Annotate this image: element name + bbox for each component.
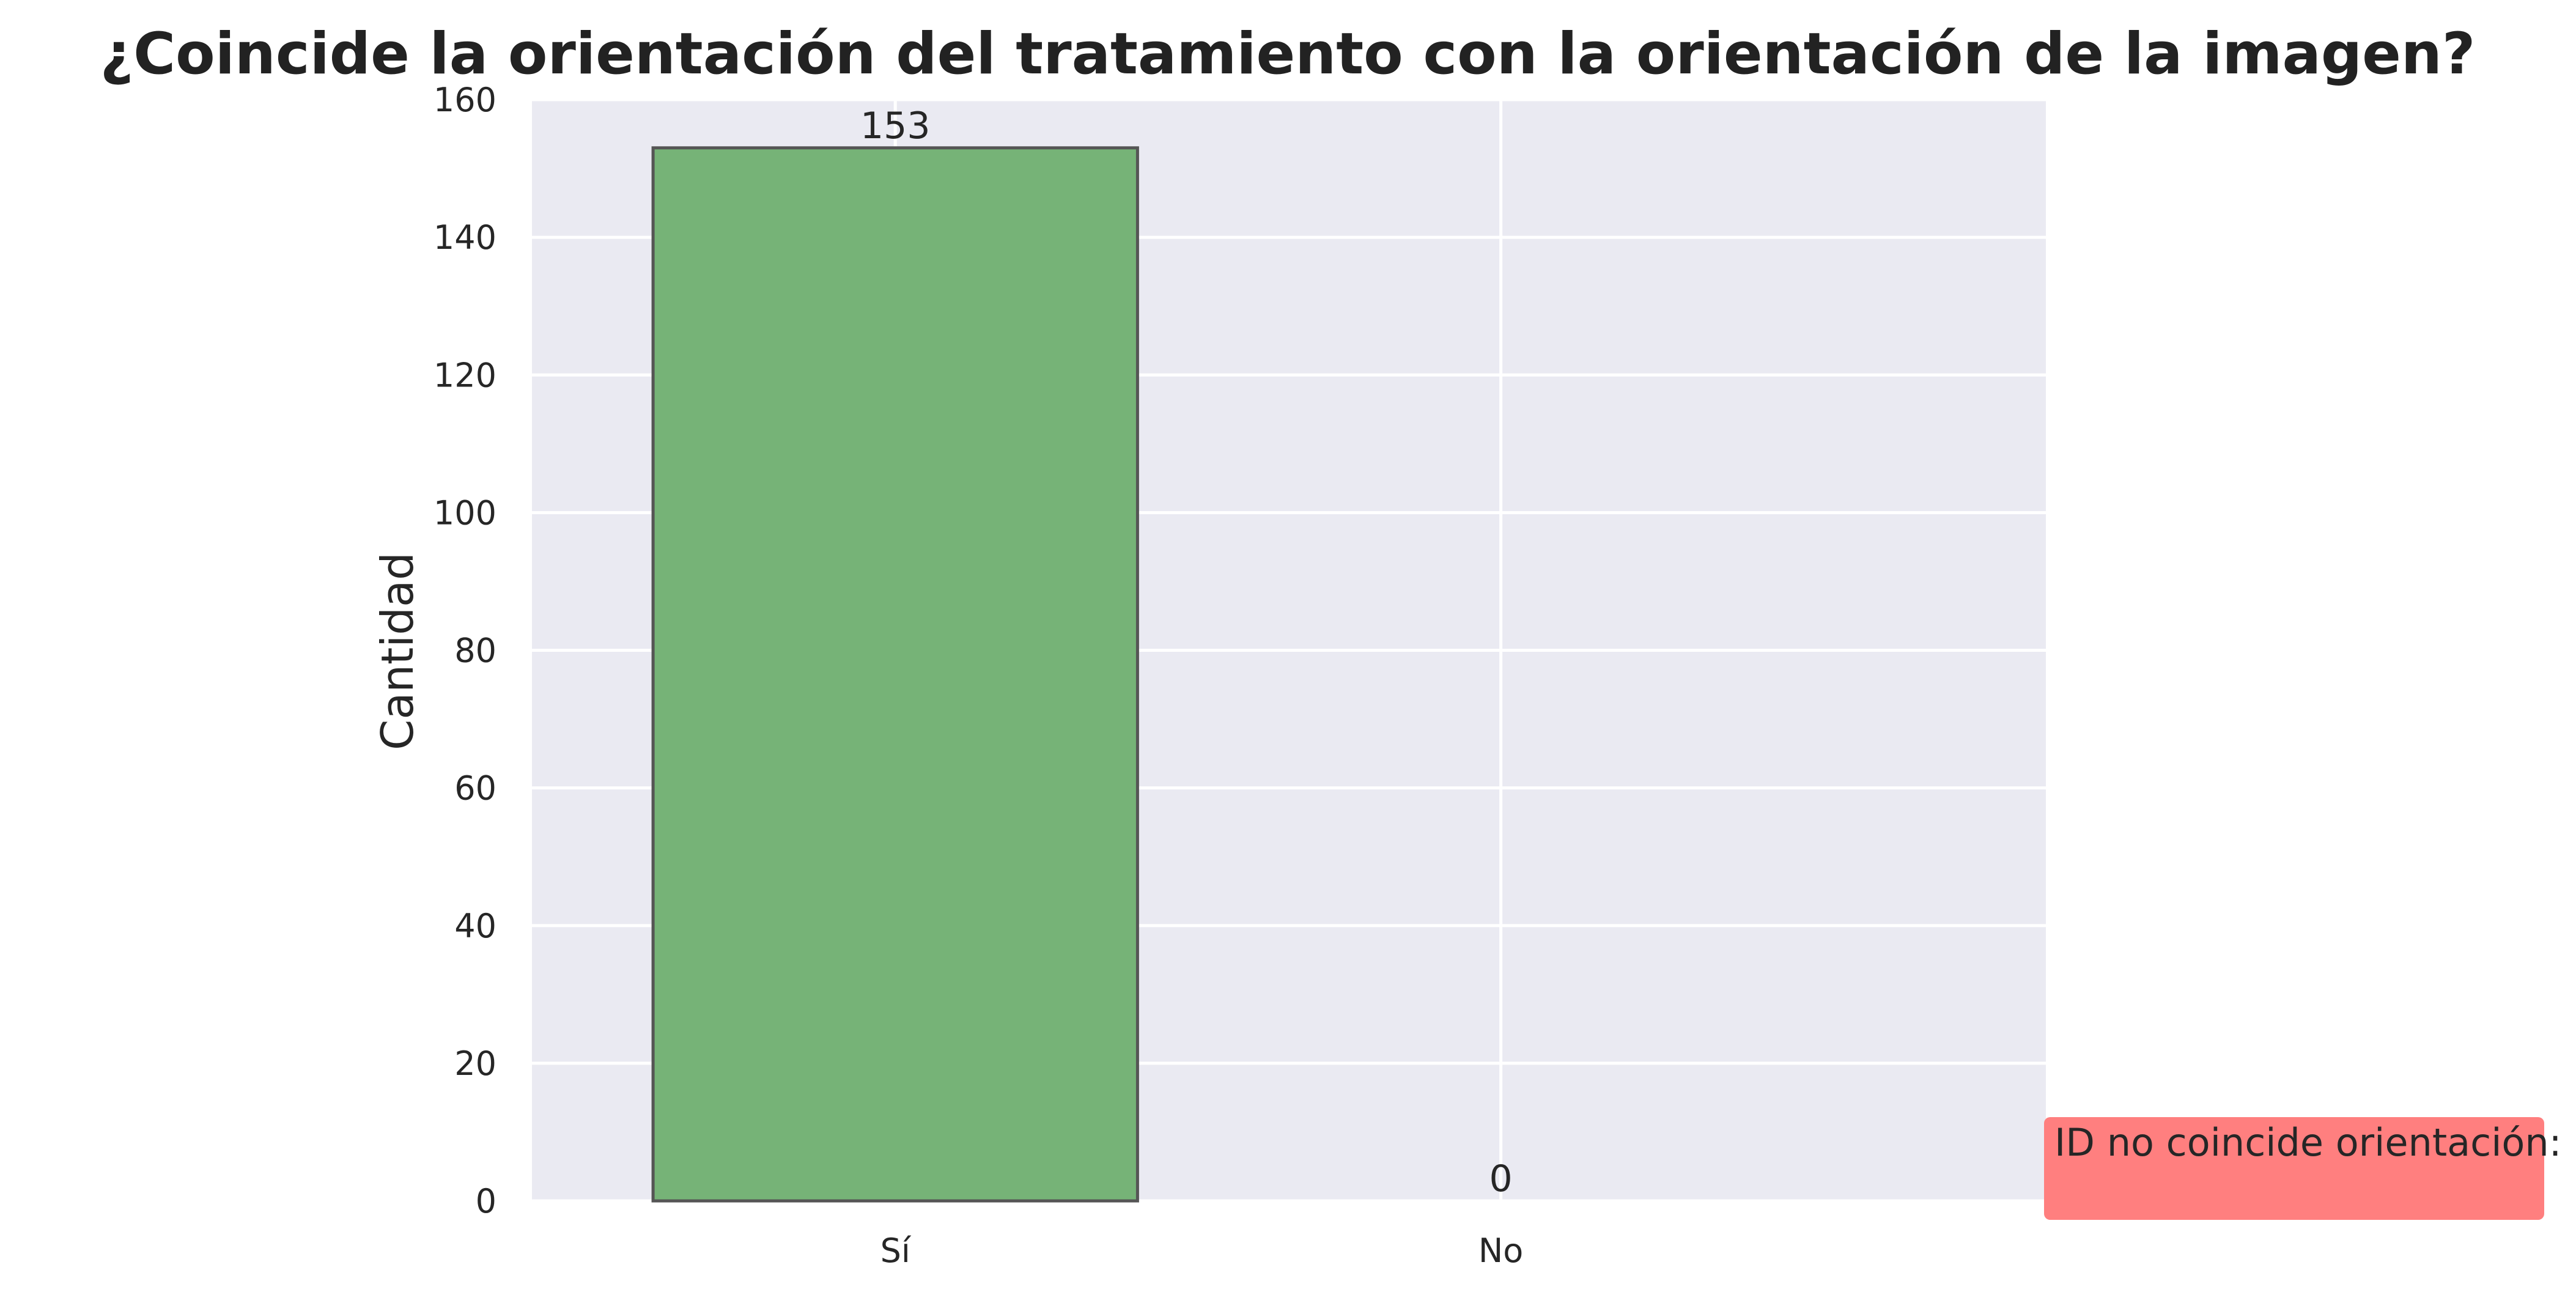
y-tick-label: 100	[434, 493, 496, 532]
y-tick-label: 60	[454, 769, 496, 808]
bars	[651, 146, 1139, 1203]
x-axis-ticks: Sí No	[880, 1231, 1524, 1270]
bar-value-label: 153	[860, 105, 931, 147]
annotation-text: ID no coincide orientación:	[2054, 1120, 2562, 1165]
bar-value-label: 0	[1489, 1157, 1513, 1200]
chart-title: ¿Coincide la orientación del tratamiento…	[100, 21, 2476, 87]
annotation-box: ID no coincide orientación:	[2044, 1117, 2562, 1220]
y-tick-label: 0	[476, 1182, 496, 1220]
y-tick-label: 40	[454, 907, 496, 945]
x-tick-label: Sí	[880, 1231, 912, 1270]
y-tick-label: 140	[434, 218, 496, 257]
y-axis-label: Cantidad	[372, 552, 423, 750]
y-tick-label: 120	[434, 356, 496, 394]
x-tick-label: No	[1478, 1231, 1523, 1270]
y-tick-label: 160	[434, 81, 496, 119]
y-tick-label: 80	[454, 632, 496, 670]
y-axis-ticks: 0 20 40 60 80 100 120 140 160	[434, 81, 496, 1220]
y-tick-label: 20	[454, 1044, 496, 1083]
annotation-background	[2044, 1117, 2544, 1220]
bar	[651, 146, 1139, 1203]
